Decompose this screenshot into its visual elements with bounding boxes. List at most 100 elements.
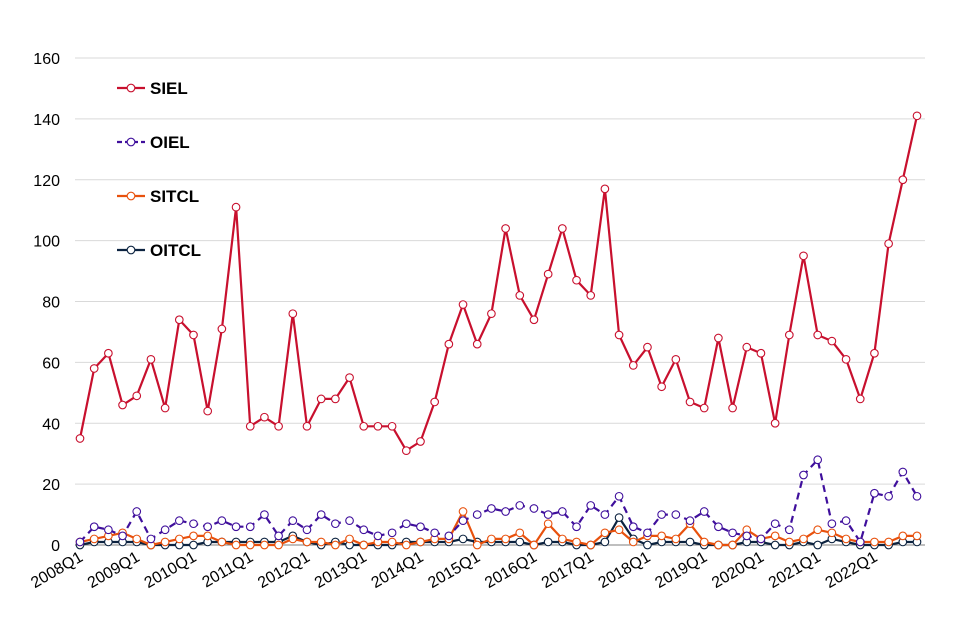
data-point [685,516,695,526]
data-point [671,510,681,519]
data-point [245,522,255,532]
data-point [189,519,198,529]
data-point [756,348,766,358]
data-point [203,522,213,532]
x-tick-label: 2021Q1 [766,549,824,592]
legend-item-siel: SIEL [117,79,188,98]
data-point [359,540,369,550]
x-tick-label: 2015Q1 [425,549,483,592]
gridlines [75,57,925,485]
data-point [784,537,794,547]
y-axis-tick-labels: 0 20 40 60 80 100 120 140 160 [33,51,60,555]
legend-swatch-marker [126,245,136,255]
data-point [699,507,709,516]
data-point [628,537,638,547]
data-point [302,525,312,535]
y-tick-label: 40 [42,416,60,433]
legend: SIEL OIEL SITCL OITCL [117,79,201,260]
data-point [543,269,553,279]
data-point [472,540,482,550]
data-point [671,354,681,364]
data-point [458,516,468,526]
data-point [770,519,780,529]
data-point [870,488,879,498]
data-point [160,525,170,535]
data-point [89,522,99,532]
y-tick-label: 140 [33,112,60,129]
data-point [316,537,326,547]
data-point [756,534,766,544]
x-tick-label: 2017Q1 [539,549,597,592]
data-point [345,516,354,526]
data-point [543,519,553,529]
data-point [884,537,893,547]
data-point [231,522,241,532]
data-point [487,309,496,319]
data-point [501,224,510,233]
data-point [699,537,709,547]
series-oitcl [75,513,922,550]
data-point [572,522,581,532]
data-point [628,522,638,532]
data-point [245,540,255,550]
data-point [529,540,539,550]
data-point [884,491,893,501]
y-tick-label: 60 [42,355,60,372]
data-point [827,519,837,529]
data-point [813,330,823,340]
data-point [813,455,823,465]
legend-swatch-marker [126,83,136,93]
data-point [572,275,581,285]
data-point [104,348,113,358]
x-tick-label: 2008Q1 [28,549,86,592]
data-point [260,510,269,519]
data-point [770,531,780,541]
data-point [501,507,510,516]
data-point [416,437,425,446]
x-tick-label: 2022Q1 [823,549,881,592]
legend-label: OIEL [150,133,190,152]
x-tick-label: 2013Q1 [312,549,370,592]
data-point [118,400,127,410]
data-point [898,467,908,477]
data-point [501,534,510,544]
data-point [189,531,198,541]
data-point [345,373,354,382]
data-point [770,418,780,428]
data-point [104,525,113,535]
data-point [827,528,837,538]
data-point [217,324,227,334]
data-point [132,507,142,516]
data-point [884,239,893,249]
data-point [657,382,666,392]
series-siel [75,111,922,455]
data-point [331,519,340,529]
data-point [189,330,198,340]
data-point [841,516,851,526]
data-point [671,534,681,544]
data-point [245,421,255,431]
data-point [614,525,624,535]
data-point [132,534,142,544]
data-point [799,470,808,480]
data-point [331,540,340,550]
data-point [870,348,879,358]
x-tick-label: 2010Q1 [142,549,200,592]
data-point [288,516,298,526]
data-point [316,394,326,404]
data-point [699,403,709,413]
data-point [387,421,397,431]
data-point [572,537,581,547]
data-point [728,528,737,538]
data-point [600,510,610,519]
x-tick-label: 2011Q1 [199,549,256,592]
legend-item-oiel: OIEL [117,133,190,152]
data-point [231,202,241,212]
data-point [288,534,298,544]
data-point [472,510,482,519]
data-point [614,330,624,340]
data-point [714,333,723,343]
data-point [643,528,652,538]
data-point [714,540,723,550]
